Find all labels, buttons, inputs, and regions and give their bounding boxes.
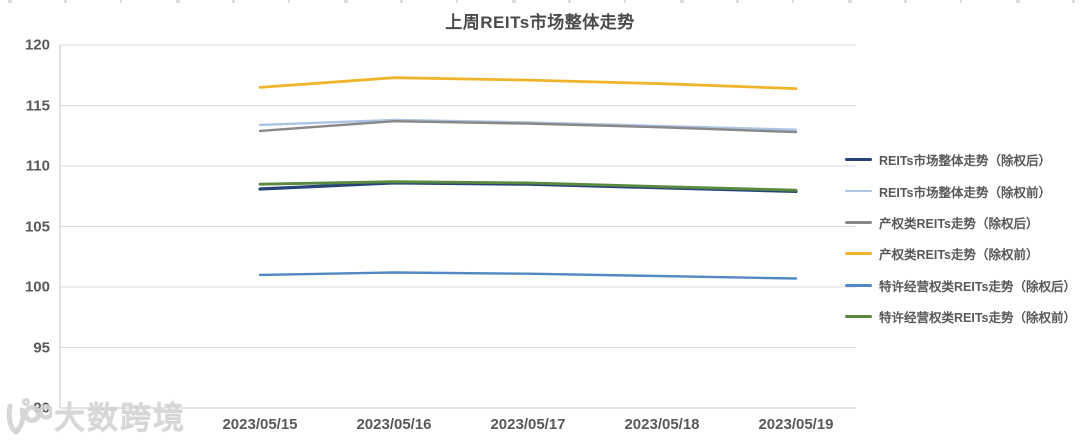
top-edge-artifact bbox=[176, 0, 180, 3]
top-edge-artifact bbox=[568, 0, 571, 3]
y-tick-label: 90 bbox=[33, 399, 50, 417]
chart-title: 上周REITs市场整体走势 bbox=[445, 13, 635, 32]
legend-label: 特许经营权类REITs走势（除权前） bbox=[879, 311, 1076, 326]
chart-legend: REITs市场整体走势（除权后） REITs市场整体走势（除权前） 产权类REITs… bbox=[845, 144, 1077, 332]
top-edge-artifact bbox=[680, 0, 684, 3]
legend-swatch-line bbox=[845, 315, 872, 319]
y-tick-label: 110 bbox=[25, 157, 50, 175]
legend-label: REITs市场整体走势（除权后） bbox=[879, 154, 1051, 169]
top-edge-artifact bbox=[8, 0, 12, 3]
x-axis-label: 2023/05/15 bbox=[222, 416, 298, 433]
top-edge-artifact bbox=[848, 0, 852, 3]
top-edge-artifact bbox=[904, 0, 907, 3]
series-line bbox=[258, 271, 798, 280]
x-axis-label: 2023/05/19 bbox=[758, 416, 834, 433]
legend-label: REITs市场整体走势（除权前） bbox=[879, 185, 1051, 200]
legend-item: 产权类REITs走势（除权后） bbox=[845, 207, 1077, 238]
top-edge-artifact bbox=[344, 0, 348, 3]
top-edge-artifact bbox=[400, 0, 403, 3]
legend-item: 特许经营权类REITs走势（除权后） bbox=[845, 270, 1077, 301]
series-line bbox=[258, 76, 798, 90]
top-edge-artifact bbox=[960, 0, 962, 3]
series-line bbox=[258, 180, 798, 192]
legend-label: 产权类REITs走势（除权前） bbox=[879, 248, 1039, 263]
y-tick-label: 105 bbox=[24, 218, 50, 235]
top-edge-artifact bbox=[792, 0, 794, 3]
x-axis-label: 2023/05/16 bbox=[356, 416, 432, 433]
top-edge-artifact bbox=[512, 0, 516, 3]
legend-item: 特许经营权类REITs走势（除权前） bbox=[845, 301, 1077, 332]
x-axis-label: 2023/05/18 bbox=[624, 416, 700, 433]
legend-swatch-line bbox=[845, 189, 872, 193]
legend-swatch-line bbox=[845, 284, 872, 287]
y-tick-label: 120 bbox=[24, 36, 50, 54]
legend-swatch-line bbox=[845, 252, 872, 256]
legend-label: 产权类REITs走势（除权后） bbox=[879, 216, 1039, 231]
top-edge-artifact bbox=[288, 0, 290, 3]
legend-item: REITs市场整体走势（除权后） bbox=[845, 144, 1077, 175]
x-axis-label: 2023/05/17 bbox=[490, 416, 566, 433]
top-edge-artifact bbox=[120, 0, 122, 3]
top-edge-artifact bbox=[624, 0, 626, 3]
series-line bbox=[258, 119, 798, 134]
top-edge-artifact bbox=[64, 0, 67, 3]
top-edge-artifact bbox=[456, 0, 458, 3]
legend-item: 产权类REITs走势（除权前） bbox=[845, 238, 1077, 269]
top-edge-artifact bbox=[1072, 0, 1075, 3]
legend-label: 特许经营权类REITs走势（除权后） bbox=[879, 279, 1076, 294]
y-tick-label: 95 bbox=[33, 339, 50, 356]
top-edge-artifact bbox=[1016, 0, 1020, 3]
legend-item: REITs市场整体走势（除权前） bbox=[845, 175, 1077, 206]
y-tick-label: 100 bbox=[24, 278, 50, 296]
top-edge-artifact bbox=[736, 0, 739, 3]
legend-swatch-line bbox=[845, 221, 872, 224]
y-tick-label: 115 bbox=[25, 97, 50, 114]
legend-swatch-line bbox=[845, 158, 872, 162]
top-edge-artifact bbox=[232, 0, 235, 3]
